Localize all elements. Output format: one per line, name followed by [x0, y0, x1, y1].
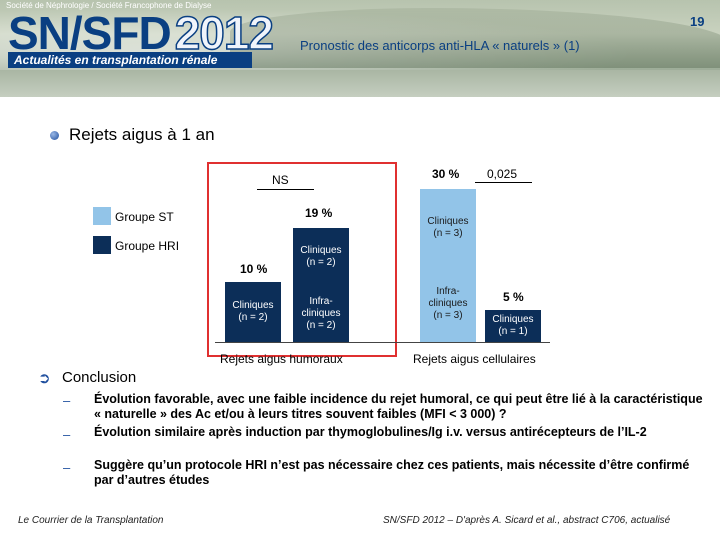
- bar-cellular-st-cliniques: Cliniques (n = 3): [420, 189, 476, 266]
- legend-label-st: Groupe ST: [115, 210, 174, 224]
- banner-lake: [0, 70, 720, 97]
- bar-text-cellular-hri: Cliniques (n = 1): [492, 314, 534, 337]
- society-name: Société de Néphrologie / Société Francop…: [6, 1, 212, 10]
- congress-logo: SN/SFD2012: [8, 7, 275, 59]
- legend-swatch-hri: [93, 236, 111, 254]
- dash-bullet-icon: –: [63, 427, 71, 442]
- conclusion-point: Évolution similaire après induction par …: [94, 425, 647, 439]
- header-banner: Société de Néphrologie / Société Francop…: [0, 0, 720, 97]
- footer-reference: SN/SFD 2012 – D'après A. Sicard et al., …: [383, 515, 671, 526]
- legend-swatch-st: [93, 207, 111, 225]
- arrow-bullet-icon: ➲: [38, 370, 51, 387]
- bar-text-cellular-st-cliniques: Cliniques (n = 3): [427, 215, 469, 239]
- data-label-humoral-hri: 10 %: [240, 262, 268, 276]
- logo-text-year: 2012: [174, 7, 275, 59]
- conclusion-heading: Conclusion: [62, 369, 137, 386]
- significance-label-cellular: 0,025: [487, 167, 518, 181]
- congress-subtitle: Actualités en transplantation rénale: [8, 52, 252, 68]
- bar-text-humoral-st-cliniques: Cliniques (n = 2): [300, 244, 342, 268]
- section-heading: Rejets aigus à 1 an: [69, 125, 215, 144]
- dash-bullet-icon: –: [63, 460, 71, 475]
- bar-humoral-hri: Cliniques (n = 2): [225, 282, 281, 342]
- conclusion-point: Suggère qu’un protocole HRI n’est pas né…: [94, 458, 690, 487]
- dash-bullet-icon: –: [63, 393, 71, 408]
- highlight-box: [207, 162, 397, 357]
- logo-text-main: SN/SFD: [8, 7, 172, 59]
- bar-humoral-st-cliniques: Cliniques (n = 2): [293, 228, 349, 285]
- bar-text-humoral-hri: Cliniques (n = 2): [232, 300, 274, 323]
- bar-humoral-st-infracliniques: Infra- cliniques (n = 2): [293, 285, 349, 342]
- banner-landscape: [230, 8, 720, 68]
- bar-cellular-st-infracliniques: Infra- cliniques (n = 3): [420, 266, 476, 342]
- page-number: 19: [690, 14, 705, 29]
- significance-label-humoral: NS: [272, 173, 289, 187]
- significance-line-humoral: [257, 189, 314, 190]
- data-label-cellular-hri: 5 %: [503, 290, 524, 304]
- bar-text-cellular-st-infracliniques: Infra- cliniques (n = 3): [428, 286, 468, 321]
- data-label-humoral-st: 19 %: [305, 206, 333, 220]
- legend-label-hri: Groupe HRI: [115, 239, 180, 253]
- footer-source-journal: Le Courrier de la Transplantation: [18, 515, 164, 526]
- bar-text-humoral-st-infracliniques: Infra- cliniques (n = 2): [301, 295, 341, 331]
- chart-baseline: [215, 342, 550, 343]
- category-label-humoral: Rejets aigus humoraux: [220, 352, 343, 366]
- significance-line-cellular: [475, 182, 532, 183]
- data-label-cellular-st: 30 %: [432, 167, 460, 181]
- bullet-icon: [50, 131, 59, 140]
- slide-title: Pronostic des anticorps anti-HLA « natur…: [300, 38, 580, 53]
- bar-cellular-hri: Cliniques (n = 1): [485, 310, 541, 342]
- conclusion-point: Évolution favorable, avec une faible inc…: [94, 392, 703, 421]
- category-label-cellular: Rejets aigus cellulaires: [413, 352, 536, 366]
